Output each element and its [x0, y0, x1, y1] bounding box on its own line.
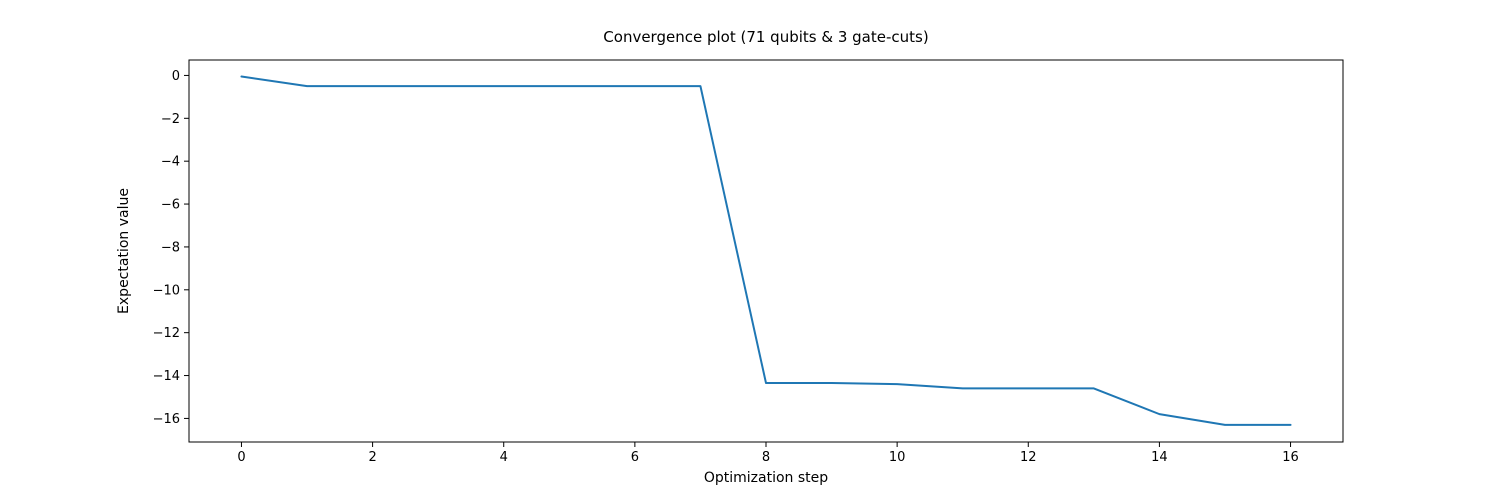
- y-axis-label: Expectation value: [116, 188, 132, 314]
- y-tick-label: −8: [161, 240, 180, 255]
- y-tick-label: −16: [153, 412, 180, 427]
- data-series: [240, 75, 1292, 426]
- y-tick-label: −2: [161, 112, 180, 127]
- x-tick-label: 2: [368, 450, 376, 465]
- x-tick-label: 16: [1282, 450, 1299, 465]
- x-tick-label: 6: [631, 450, 639, 465]
- y-tick-label: −10: [153, 283, 180, 298]
- x-tick-label: 4: [500, 450, 508, 465]
- axes-frame: [188, 59, 1344, 443]
- chart-title: Convergence plot (71 qubits & 3 gate-cut…: [603, 28, 928, 46]
- y-tick-label: −6: [161, 198, 180, 213]
- x-axis-label: Optimization step: [704, 470, 828, 486]
- x-tick-label: 8: [762, 450, 770, 465]
- x-tick-label: 12: [1020, 450, 1037, 465]
- y-tick-label: 0: [172, 69, 180, 84]
- x-axis-ticks: 0 2 4 6 8 10 12 14 16: [237, 442, 1299, 465]
- y-tick-label: −12: [153, 326, 180, 341]
- y-tick-label: −14: [153, 369, 180, 384]
- x-tick-label: 14: [1151, 450, 1168, 465]
- y-axis-ticks: 0 −2 −4 −6 −8 −10 −12 −14 −16: [153, 69, 189, 427]
- x-tick-label: 10: [889, 450, 906, 465]
- convergence-line: [240, 75, 1292, 426]
- x-tick-label: 0: [237, 450, 245, 465]
- y-tick-label: −4: [161, 155, 180, 170]
